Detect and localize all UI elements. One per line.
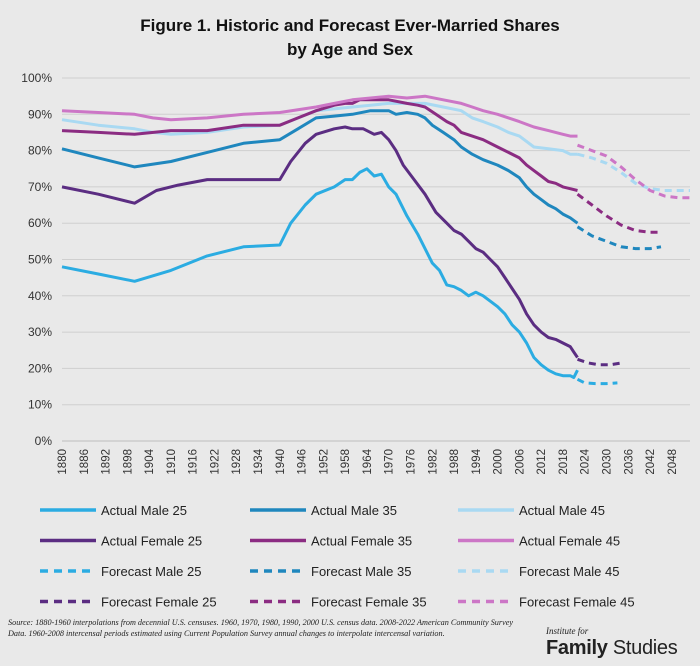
legend-label: Actual Female 25 (101, 534, 202, 549)
y-tick-label: 80% (28, 144, 52, 158)
legend-label: Forecast Female 25 (101, 595, 217, 610)
x-tick-label: 1958 (340, 449, 352, 475)
y-tick-label: 0% (35, 434, 53, 448)
x-tick-label: 1982 (427, 449, 439, 475)
x-tick-label: 2036 (623, 449, 635, 475)
x-tick-label: 1976 (405, 449, 417, 475)
x-tick-label: 1892 (101, 449, 113, 475)
y-tick-label: 40% (28, 289, 52, 303)
series-lines (61, 94, 690, 386)
y-tick-label: 30% (28, 325, 52, 339)
x-tick-label: 2000 (493, 449, 505, 475)
x-tick-label: 1928 (231, 449, 243, 475)
x-tick-label: 1994 (471, 448, 483, 474)
x-tick-label: 2024 (580, 448, 592, 474)
x-tick-label: 1988 (449, 449, 461, 475)
source-note: Source: 1880-1960 interpolations from de… (8, 618, 513, 638)
legend-label: Actual Male 45 (519, 503, 605, 518)
x-tick-label: 1898 (122, 449, 134, 475)
y-tick-label: 60% (28, 216, 52, 230)
series-line (576, 192, 661, 234)
series-line (61, 167, 579, 379)
x-tick-label: 1946 (297, 449, 309, 475)
x-axis: 1880 1886 1892 1898 1904 1910 1916 1922 1928 1934… (57, 440, 690, 475)
series-line (61, 109, 579, 225)
x-tick-label: 1910 (166, 449, 178, 475)
x-tick-label: 1964 (362, 448, 374, 474)
legend-label: Actual Female 35 (311, 534, 412, 549)
series-line (576, 377, 618, 386)
legend-label: Forecast Male 45 (519, 564, 619, 579)
x-tick-label: 2006 (514, 449, 526, 475)
y-axis: 0% 10% 20% 30% 40% 50% 60% 70% 80% 90% 100% (21, 71, 52, 448)
x-tick-label: 1922 (209, 449, 221, 475)
legend-label: Forecast Female 45 (519, 595, 635, 610)
x-tick-label: 1886 (79, 449, 91, 475)
chart-title-line-2: by Age and Sex (287, 40, 413, 59)
x-tick-label: 2030 (602, 449, 614, 475)
x-tick-label: 2048 (667, 449, 679, 475)
legend-label: Forecast Male 25 (101, 564, 201, 579)
series-line (576, 143, 690, 200)
x-tick-label: 1904 (144, 448, 156, 474)
x-tick-label: 2042 (645, 449, 657, 475)
series-line (576, 225, 662, 251)
legend-label: Forecast Female 35 (311, 595, 427, 610)
y-tick-label: 50% (28, 253, 52, 267)
legend-label: Actual Female 45 (519, 534, 620, 549)
brand-tagline: Institute for (546, 626, 589, 636)
x-tick-label: 2018 (558, 449, 570, 475)
brand-word-studies: Studies (607, 637, 678, 659)
x-tick-label: 1970 (384, 449, 396, 475)
x-tick-label: 1940 (275, 449, 287, 475)
x-tick-label: 1916 (188, 449, 200, 475)
x-tick-label: 1880 (57, 449, 69, 475)
series-line (61, 98, 578, 192)
y-tick-label: 70% (28, 180, 52, 194)
legend-label: Actual Male 35 (311, 503, 397, 518)
legend: Actual Male 25 Actual Male 35 Actual Male … (40, 503, 635, 610)
x-tick-label: 1934 (253, 448, 265, 474)
series-line (61, 94, 578, 138)
y-tick-label: 20% (28, 361, 52, 375)
legend-label: Actual Male 25 (101, 503, 187, 518)
gridlines (62, 77, 690, 406)
brand-word-family: Family (546, 637, 608, 659)
brand-logo: Family Studies (546, 637, 678, 660)
y-tick-label: 10% (28, 398, 52, 412)
y-tick-label: 100% (21, 71, 52, 85)
series-line (577, 357, 622, 367)
x-tick-label: 1952 (318, 449, 330, 475)
legend-label: Forecast Male 35 (311, 564, 411, 579)
series-line (61, 125, 579, 359)
chart-title-line-1: Figure 1. Historic and Forecast Ever-Mar… (140, 16, 560, 35)
series-line (577, 152, 690, 192)
x-tick-label: 2012 (536, 449, 548, 475)
y-tick-label: 90% (28, 107, 52, 121)
